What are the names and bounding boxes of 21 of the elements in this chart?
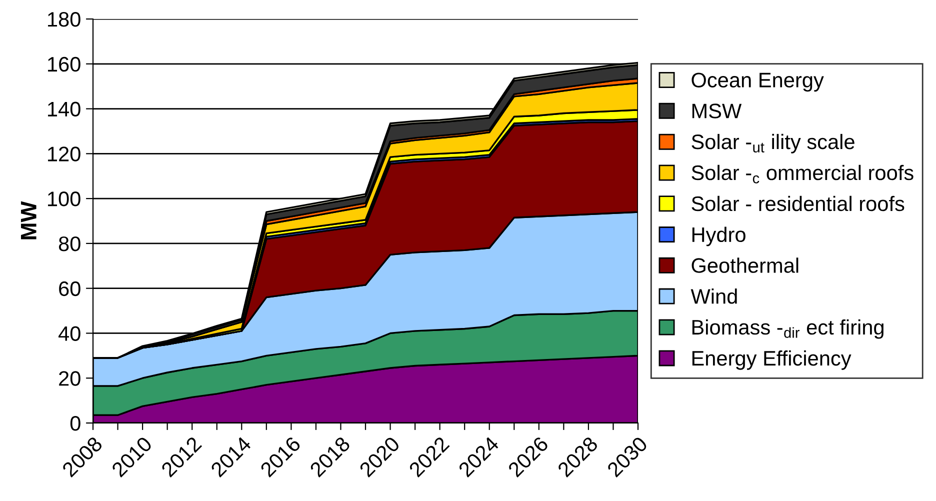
legend-label: Energy Efficiency	[692, 350, 852, 370]
legend-label: Wind	[690, 288, 737, 304]
legend-label: MSW	[692, 104, 742, 118]
y-tick-label: 20	[59, 371, 80, 386]
legend-label: Ocean Energy	[692, 72, 824, 92]
y-tick-label: 100	[48, 192, 80, 206]
legend-label: Solar -$_{ut}$ ility scale	[692, 134, 854, 154]
y-tick-label: 180	[48, 12, 80, 27]
y-tick-label: 160	[48, 56, 80, 72]
y-tick-label: 40	[58, 326, 80, 341]
y-tick-label: 0	[70, 416, 80, 431]
y-tick-label: 140	[48, 102, 80, 117]
y-tick-label: 80	[58, 236, 80, 252]
y-tick-label: 120	[48, 146, 80, 162]
legend-label: Hydro	[692, 226, 746, 246]
legend-label: Solar - residential roofs	[692, 196, 904, 212]
legend-label: Biomass -$_{dir}$ ect firing	[692, 319, 884, 339]
legend-label: Geothermal	[692, 258, 798, 273]
y-axis-title: MW	[20, 201, 36, 240]
legend-label: Solar -$_{c}$ ommercial roofs	[692, 164, 914, 184]
y-tick-label: 60	[59, 281, 80, 296]
